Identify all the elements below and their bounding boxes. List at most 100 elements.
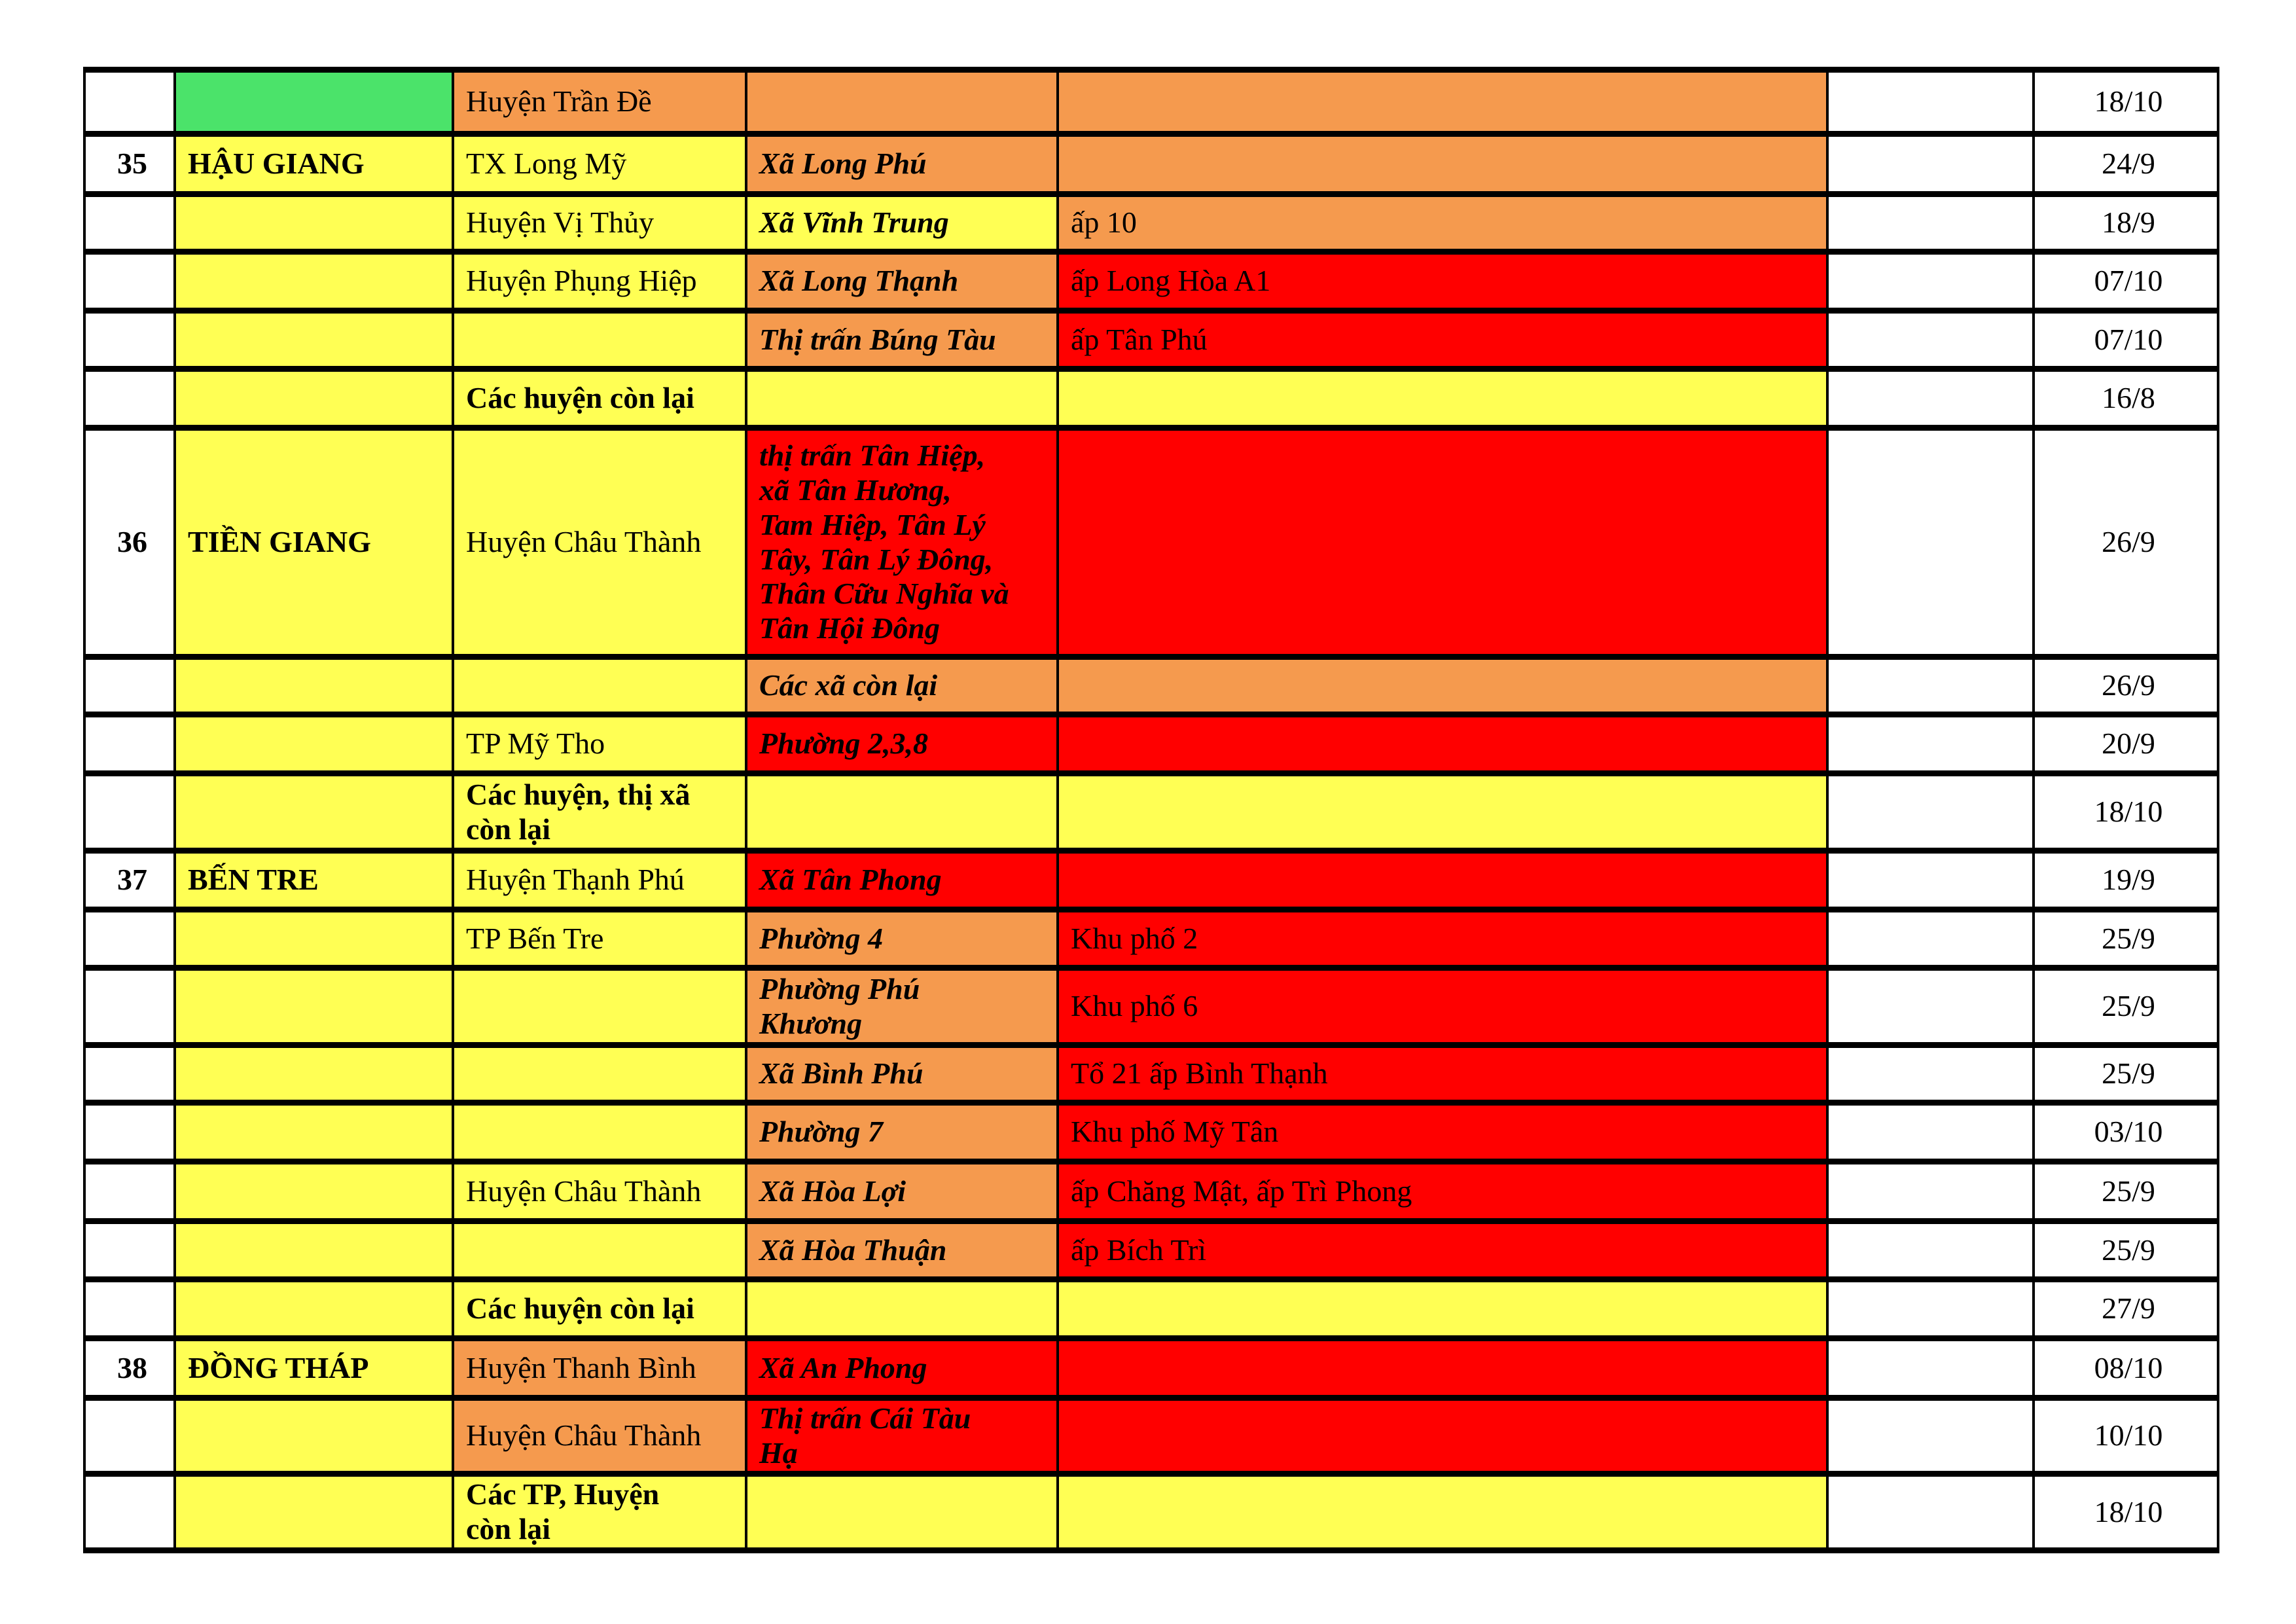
cell-gap bbox=[1826, 1042, 2035, 1106]
cell-no bbox=[83, 712, 176, 776]
cell-date: 10/10 bbox=[2032, 1395, 2219, 1477]
table-body: Huyện Trần Đề 18/10 35 HẬU GIANG TX Long Mỹ X… bbox=[83, 67, 2219, 1553]
cell-no bbox=[83, 965, 176, 1048]
table-row: 37 BẾN TRE Huyện Thạnh Phú Xã Tân Phong 19/9 bbox=[83, 848, 2219, 912]
cell-commune: thị trấn Tân Hiệp, xã Tân Hương, Tam Hiệ… bbox=[745, 425, 1059, 660]
cell-district: Các huyện còn lại bbox=[452, 366, 747, 431]
cell-district: TP Bến Tre bbox=[452, 907, 747, 971]
cell-commune: Phường Phú Khương bbox=[745, 965, 1059, 1048]
cell-province bbox=[173, 366, 454, 431]
cell-no: 38 bbox=[83, 1335, 176, 1401]
cell-gap bbox=[1826, 191, 2035, 255]
cell-date: 18/10 bbox=[2032, 1471, 2219, 1553]
cell-district: Huyện Thạnh Phú bbox=[452, 848, 747, 912]
cell-no bbox=[83, 1159, 176, 1224]
cell-no bbox=[83, 907, 176, 971]
cell-hamlet bbox=[1056, 1471, 1829, 1553]
table-row: 36 TIỀN GIANG Huyện Châu Thành thị trấn Tân… bbox=[83, 425, 2219, 660]
cell-date: 03/10 bbox=[2032, 1100, 2219, 1164]
cell-hamlet bbox=[1056, 425, 1829, 660]
cell-gap bbox=[1826, 1276, 2035, 1341]
cell-province bbox=[173, 1218, 454, 1282]
cell-date: 07/10 bbox=[2032, 308, 2219, 372]
cell-gap bbox=[1826, 1395, 2035, 1477]
cell-hamlet: Khu phố Mỹ Tân bbox=[1056, 1100, 1829, 1164]
cell-date: 25/9 bbox=[2032, 1042, 2219, 1106]
cell-hamlet: ấp Tân Phú bbox=[1056, 308, 1829, 372]
table-row: Các xã còn lại 26/9 bbox=[83, 654, 2219, 717]
cell-district bbox=[452, 308, 747, 372]
cell-commune: Xã Bình Phú bbox=[745, 1042, 1059, 1106]
cell-district: TX Long Mỹ bbox=[452, 131, 747, 197]
cell-gap bbox=[1826, 1218, 2035, 1282]
cell-hamlet bbox=[1056, 1276, 1829, 1341]
table-row: TP Mỹ Tho Phường 2,3,8 20/9 bbox=[83, 712, 2219, 776]
cell-province bbox=[173, 1042, 454, 1106]
cell-date: 16/8 bbox=[2032, 366, 2219, 431]
table-row: 35 HẬU GIANG TX Long Mỹ Xã Long Phú 24/9 bbox=[83, 131, 2219, 197]
cell-commune: Xã Hòa Thuận bbox=[745, 1218, 1059, 1282]
cell-gap bbox=[1826, 1471, 2035, 1553]
cell-province: HẬU GIANG bbox=[173, 131, 454, 197]
cell-hamlet bbox=[1056, 770, 1829, 854]
cell-hamlet bbox=[1056, 654, 1829, 717]
cell-commune bbox=[745, 67, 1059, 137]
cell-province bbox=[173, 965, 454, 1048]
cell-gap bbox=[1826, 848, 2035, 912]
cell-commune: Phường 7 bbox=[745, 1100, 1059, 1164]
cell-district bbox=[452, 1218, 747, 1282]
cell-gap bbox=[1826, 712, 2035, 776]
cell-no: 36 bbox=[83, 425, 176, 660]
cell-no bbox=[83, 1471, 176, 1553]
cell-date: 25/9 bbox=[2032, 907, 2219, 971]
cell-commune bbox=[745, 770, 1059, 854]
cell-date: 18/10 bbox=[2032, 770, 2219, 854]
cell-district: Huyện Trần Đề bbox=[452, 67, 747, 137]
cell-province bbox=[173, 308, 454, 372]
cell-hamlet bbox=[1056, 1395, 1829, 1477]
table-row: Các huyện còn lại 16/8 bbox=[83, 366, 2219, 431]
cell-gap bbox=[1826, 1100, 2035, 1164]
cell-province: ĐỒNG THÁP bbox=[173, 1335, 454, 1401]
cell-district: Huyện Châu Thành bbox=[452, 1159, 747, 1224]
cell-commune bbox=[745, 1471, 1059, 1553]
cell-district bbox=[452, 1042, 747, 1106]
cell-gap bbox=[1826, 67, 2035, 137]
cell-no bbox=[83, 191, 176, 255]
table-row: Huyện Châu Thành Xã Hòa Lợi ấp Chăng Mật, … bbox=[83, 1159, 2219, 1224]
cell-date: 18/10 bbox=[2032, 67, 2219, 137]
cell-commune: Thị trấn Cái Tàu Hạ bbox=[745, 1395, 1059, 1477]
table-row: Các TP, Huyện còn lại 18/10 bbox=[83, 1471, 2219, 1553]
cell-province bbox=[173, 1100, 454, 1164]
cell-hamlet bbox=[1056, 1335, 1829, 1401]
table-row: Các huyện, thị xã còn lại 18/10 bbox=[83, 770, 2219, 854]
cell-no bbox=[83, 770, 176, 854]
table-row: Các huyện còn lại 27/9 bbox=[83, 1276, 2219, 1341]
cell-commune: Xã Vĩnh Trung bbox=[745, 191, 1059, 255]
table-row: TP Bến Tre Phường 4 Khu phố 2 25/9 bbox=[83, 907, 2219, 971]
cell-hamlet: ấp 10 bbox=[1056, 191, 1829, 255]
cell-date: 25/9 bbox=[2032, 1159, 2219, 1224]
table-row: Phường 7 Khu phố Mỹ Tân 03/10 bbox=[83, 1100, 2219, 1164]
cell-province bbox=[173, 654, 454, 717]
cell-gap bbox=[1826, 366, 2035, 431]
cell-hamlet bbox=[1056, 848, 1829, 912]
cell-no: 35 bbox=[83, 131, 176, 197]
cell-commune: Phường 4 bbox=[745, 907, 1059, 971]
cell-commune: Xã Hòa Lợi bbox=[745, 1159, 1059, 1224]
cell-date: 07/10 bbox=[2032, 249, 2219, 314]
table-row: Huyện Trần Đề 18/10 bbox=[83, 67, 2219, 137]
cell-commune: Xã Long Thạnh bbox=[745, 249, 1059, 314]
cell-date: 26/9 bbox=[2032, 425, 2219, 660]
cell-date: 27/9 bbox=[2032, 1276, 2219, 1341]
cell-commune: Các xã còn lại bbox=[745, 654, 1059, 717]
cell-gap bbox=[1826, 907, 2035, 971]
cell-no bbox=[83, 67, 176, 137]
cell-district: Các huyện, thị xã còn lại bbox=[452, 770, 747, 854]
cell-commune: Xã Long Phú bbox=[745, 131, 1059, 197]
cell-no bbox=[83, 308, 176, 372]
cell-date: 25/9 bbox=[2032, 965, 2219, 1048]
cell-district: Huyện Thanh Bình bbox=[452, 1335, 747, 1401]
cell-province bbox=[173, 1395, 454, 1477]
